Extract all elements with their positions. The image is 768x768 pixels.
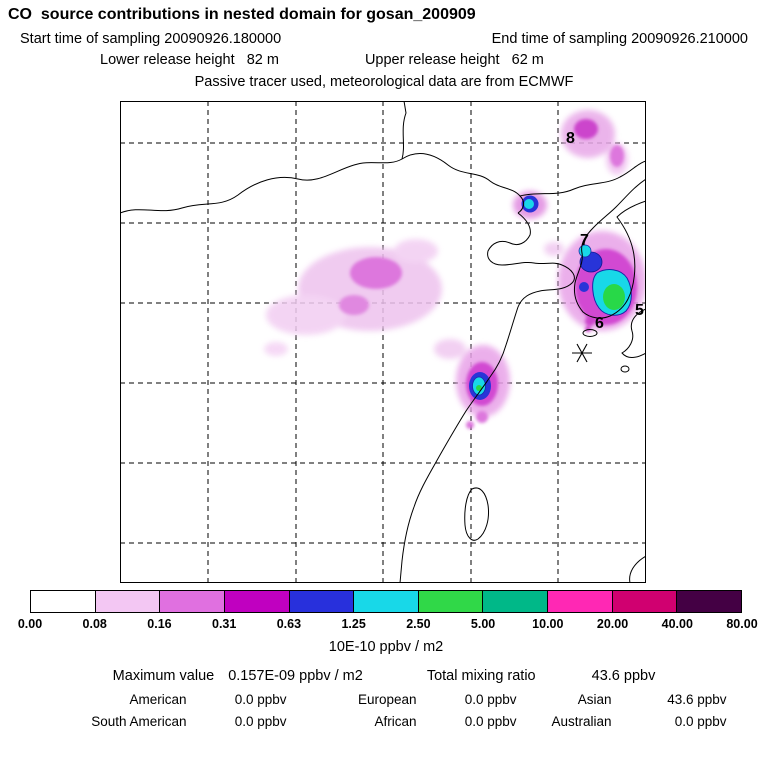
colorbar-tick-label: 5.00 — [470, 617, 496, 631]
colorbar-tick-label: 0.16 — [147, 617, 172, 631]
map-label-6: 6 — [595, 315, 604, 332]
region-value: 0.0 ppbv — [464, 692, 517, 707]
station-marker-line — [576, 343, 588, 363]
colorbar-area: 0.00 0.08 0.16 0.31 0.63 1.25 2.50 5.00 10.00 20.… — [18, 590, 758, 655]
concentration-patch — [574, 119, 598, 139]
concentration-core-green — [603, 284, 625, 310]
station-marker-gosan — [572, 343, 592, 363]
colorbar-segment — [223, 591, 289, 612]
region-value: 43.6 ppbv — [667, 692, 727, 707]
release-heights-line: Lower release height 82 m Upper release … — [0, 52, 768, 68]
border-mongolia-russia — [120, 153, 525, 214]
upper-release-text: Upper release height 62 m — [364, 52, 544, 68]
concentration-cores — [469, 195, 632, 400]
start-time-text: Start time of sampling 20090926.180000 — [20, 31, 282, 47]
colorbar-segment — [288, 591, 354, 612]
region-name: European — [357, 692, 417, 707]
coast-china — [399, 212, 575, 583]
colorbar-tick-label: 80.00 — [726, 617, 758, 631]
region-name: American — [129, 692, 187, 707]
concentration-patch — [585, 326, 591, 332]
colorbar-segment — [417, 591, 483, 612]
concentration-patch — [434, 339, 466, 359]
concentration-patch — [350, 257, 402, 289]
coast-island — [620, 365, 630, 373]
region-value: 0.0 ppbv — [464, 714, 517, 729]
concentration-core-blue — [579, 282, 589, 292]
colorbar-tick-label: 20.00 — [596, 617, 629, 631]
coast-kyushu — [621, 308, 646, 358]
coast-taiwan — [464, 487, 489, 541]
colorbar-segment — [676, 591, 742, 612]
concentration-patch — [466, 421, 474, 429]
max-value-label: Maximum value — [112, 668, 215, 684]
colorbar-segment — [482, 591, 548, 612]
concentration-patch — [394, 239, 438, 263]
concentration-patch — [339, 295, 369, 315]
concentration-core-cyan — [524, 199, 534, 209]
total-mixing-label: Total mixing ratio — [426, 668, 536, 684]
concentration-patch — [610, 145, 624, 167]
colorbar-segment — [611, 591, 677, 612]
concentration-patch — [585, 316, 595, 326]
border-branch-northeast — [519, 160, 646, 197]
map-label-8: 8 — [566, 130, 575, 147]
map-panel: 8 7 6 5 — [120, 101, 646, 583]
region-value: 0.0 ppbv — [234, 692, 287, 707]
colorbar-segment — [159, 591, 224, 612]
map-border — [120, 101, 646, 583]
region-name: Asian — [577, 692, 612, 707]
region-name: Australian — [551, 714, 612, 729]
plot-header: CO source contributions in nested domain… — [0, 0, 768, 90]
concentration-patch — [476, 411, 488, 423]
lower-release-text: Lower release height 82 m — [100, 52, 279, 68]
coast-korea-russia — [574, 178, 646, 319]
concentration-patch — [266, 295, 346, 335]
border-branch-north — [401, 101, 407, 160]
region-name: South American — [91, 714, 187, 729]
tracer-info-text: Passive tracer used, meteorological data… — [194, 74, 574, 90]
region-name: African — [374, 714, 417, 729]
summary-line: Maximum value 0.157E-09 ppbv / m2 Total … — [0, 668, 768, 684]
colorbar-tick-label: 2.50 — [406, 617, 431, 631]
max-value: 0.157E-09 ppbv / m2 — [228, 668, 363, 684]
graticule — [120, 101, 646, 583]
colorbar-tick-label: 40.00 — [661, 617, 693, 631]
colorbar-tick-label: 0.63 — [276, 617, 302, 631]
map-label-7: 7 — [580, 232, 589, 249]
colorbar-tick-labels: 0.00 0.08 0.16 0.31 0.63 1.25 2.50 5.00 10.00 20.… — [18, 617, 758, 634]
concentration-patch — [544, 242, 564, 256]
map-label-5: 5 — [635, 302, 644, 319]
colorbar-segment — [547, 591, 612, 612]
colorbar-tick-label: 0.31 — [212, 617, 237, 631]
colorbar-tick-label: 0.08 — [82, 617, 107, 631]
coastlines — [120, 101, 646, 583]
colorbar-segment — [31, 591, 95, 612]
colorbar-tick-label: 0.00 — [17, 617, 43, 631]
map-svg: 8 7 6 5 — [120, 101, 646, 583]
plot-title: CO source contributions in nested domain… — [8, 6, 476, 23]
region-value: 0.0 ppbv — [234, 714, 287, 729]
colorbar-tick-label: 10.00 — [532, 617, 564, 631]
concentration-patch — [264, 342, 288, 356]
end-time-text: End time of sampling 20090926.210000 — [491, 31, 748, 47]
region-value: 0.0 ppbv — [674, 714, 727, 729]
colorbar-segment — [353, 591, 418, 612]
colorbar-units: 10E-10 ppbv / m2 — [328, 639, 444, 655]
region-contributions-table: American 0.0 ppbv European 0.0 ppbv Asian 43.… — [42, 692, 727, 729]
sampling-times-line: Start time of sampling 20090926.180000 E… — [0, 31, 768, 47]
colorbar-segment — [94, 591, 160, 612]
colorbar — [30, 590, 742, 613]
coast-islands-southeast — [629, 555, 646, 583]
concentration-core-green — [476, 385, 482, 391]
colorbar-tick-label: 1.25 — [341, 617, 366, 631]
total-mixing-value: 43.6 ppbv — [591, 668, 656, 684]
coast-jeju-island — [582, 329, 598, 337]
map-number-labels: 8 7 6 5 — [566, 130, 644, 332]
